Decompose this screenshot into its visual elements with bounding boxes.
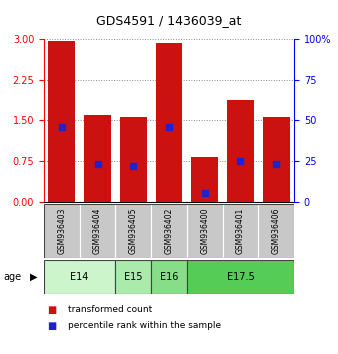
Bar: [263, 116, 290, 202]
Text: ■: ■: [47, 321, 56, 331]
Bar: [44, 204, 80, 258]
Text: GSM936400: GSM936400: [200, 208, 209, 254]
Text: E17.5: E17.5: [226, 272, 254, 282]
Bar: [84, 115, 111, 202]
Bar: [227, 100, 254, 202]
Text: ▶: ▶: [30, 272, 38, 282]
Text: E16: E16: [160, 272, 178, 282]
Text: percentile rank within the sample: percentile rank within the sample: [68, 321, 221, 330]
Bar: [44, 260, 115, 294]
Text: GDS4591 / 1436039_at: GDS4591 / 1436039_at: [96, 13, 242, 27]
Text: GSM936405: GSM936405: [129, 208, 138, 254]
Text: transformed count: transformed count: [68, 305, 152, 314]
Text: E15: E15: [124, 272, 143, 282]
Bar: [115, 260, 151, 294]
Bar: [223, 204, 258, 258]
Bar: [120, 116, 147, 202]
Bar: [151, 204, 187, 258]
Bar: [187, 260, 294, 294]
Text: GSM936401: GSM936401: [236, 208, 245, 254]
Bar: [48, 41, 75, 202]
Text: ■: ■: [47, 305, 56, 315]
Text: E14: E14: [71, 272, 89, 282]
Text: GSM936404: GSM936404: [93, 208, 102, 254]
Text: GSM936406: GSM936406: [272, 208, 281, 254]
Text: GSM936403: GSM936403: [57, 208, 66, 254]
Bar: [155, 43, 183, 202]
Bar: [258, 204, 294, 258]
Text: GSM936402: GSM936402: [165, 208, 173, 254]
Bar: [187, 204, 223, 258]
Bar: [151, 260, 187, 294]
Bar: [191, 157, 218, 202]
Text: age: age: [3, 272, 22, 282]
Bar: [115, 204, 151, 258]
Bar: [80, 204, 115, 258]
